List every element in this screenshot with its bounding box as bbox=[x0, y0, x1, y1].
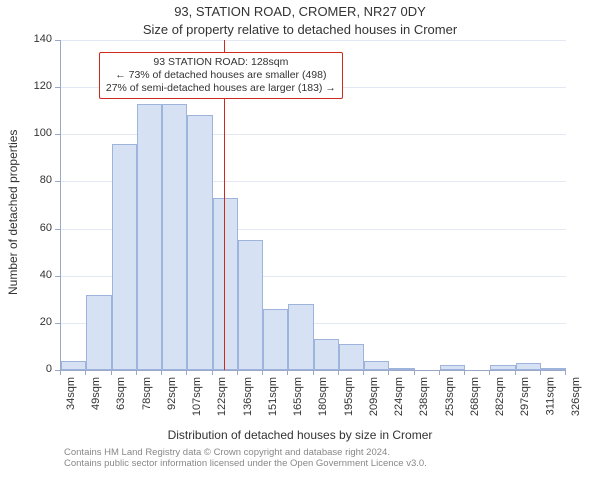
x-tick bbox=[111, 370, 112, 375]
page-title-caption: Size of property relative to detached ho… bbox=[0, 22, 600, 37]
x-tick bbox=[540, 370, 541, 375]
histogram-bar bbox=[86, 295, 111, 370]
histogram-bar bbox=[162, 104, 187, 370]
x-tick bbox=[85, 370, 86, 375]
y-tick-label: 0 bbox=[0, 363, 52, 375]
histogram-bar bbox=[288, 304, 313, 370]
x-axis-label: Distribution of detached houses by size … bbox=[0, 428, 600, 442]
histogram-bar bbox=[61, 361, 86, 370]
gridline bbox=[61, 40, 566, 41]
histogram-bar bbox=[112, 144, 137, 370]
x-tick-label: 282sqm bbox=[494, 377, 506, 416]
x-tick bbox=[262, 370, 263, 375]
x-tick bbox=[464, 370, 465, 375]
x-tick-label: 34sqm bbox=[65, 377, 77, 410]
x-tick bbox=[161, 370, 162, 375]
y-tick-label: 80 bbox=[0, 174, 52, 186]
x-tick-label: 268sqm bbox=[469, 377, 481, 416]
x-tick-label: 122sqm bbox=[217, 377, 229, 416]
x-tick bbox=[363, 370, 364, 375]
x-tick bbox=[515, 370, 516, 375]
x-tick bbox=[136, 370, 137, 375]
y-tick-label: 120 bbox=[0, 80, 52, 92]
x-tick-label: 253sqm bbox=[444, 377, 456, 416]
x-tick-label: 297sqm bbox=[520, 377, 532, 416]
x-tick bbox=[212, 370, 213, 375]
x-tick bbox=[388, 370, 389, 375]
histogram-bar bbox=[490, 365, 515, 370]
x-tick-label: 209sqm bbox=[368, 377, 380, 416]
marker-info-line: 93 STATION ROAD: 128sqm bbox=[106, 56, 336, 69]
x-tick bbox=[237, 370, 238, 375]
x-tick-label: 78sqm bbox=[141, 377, 153, 410]
x-tick bbox=[414, 370, 415, 375]
x-tick-label: 49sqm bbox=[90, 377, 102, 410]
histogram-bar bbox=[440, 365, 465, 370]
y-tick-label: 20 bbox=[0, 316, 52, 328]
x-tick-label: 224sqm bbox=[393, 377, 405, 416]
y-tick-label: 140 bbox=[0, 33, 52, 45]
x-tick bbox=[565, 370, 566, 375]
histogram-bar bbox=[314, 339, 339, 370]
x-tick-label: 136sqm bbox=[242, 377, 254, 416]
x-tick bbox=[338, 370, 339, 375]
histogram-bar bbox=[213, 198, 238, 370]
footer-attribution: Contains HM Land Registry data © Crown c… bbox=[64, 448, 590, 470]
y-tick bbox=[55, 229, 60, 230]
marker-info-line: ← 73% of detached houses are smaller (49… bbox=[106, 69, 336, 82]
histogram-bar bbox=[541, 368, 566, 370]
y-tick bbox=[55, 276, 60, 277]
x-tick bbox=[186, 370, 187, 375]
histogram-bar bbox=[339, 344, 364, 370]
histogram-bar bbox=[516, 363, 541, 370]
x-tick-label: 180sqm bbox=[318, 377, 330, 416]
x-tick-label: 165sqm bbox=[292, 377, 304, 416]
x-tick bbox=[313, 370, 314, 375]
histogram-bar bbox=[364, 361, 389, 370]
x-tick bbox=[60, 370, 61, 375]
x-tick-label: 238sqm bbox=[419, 377, 431, 416]
y-tick bbox=[55, 87, 60, 88]
footer-line-2: Contains public sector information licen… bbox=[64, 459, 590, 470]
chart-plot-area: 93 STATION ROAD: 128sqm← 73% of detached… bbox=[60, 40, 566, 371]
x-tick bbox=[439, 370, 440, 375]
x-tick-label: 151sqm bbox=[267, 377, 279, 416]
marker-info-box: 93 STATION ROAD: 128sqm← 73% of detached… bbox=[99, 52, 343, 99]
histogram-bar bbox=[137, 104, 162, 370]
y-tick bbox=[55, 40, 60, 41]
marker-info-line: 27% of semi-detached houses are larger (… bbox=[106, 82, 336, 95]
page-title-address: 93, STATION ROAD, CROMER, NR27 0DY bbox=[0, 4, 600, 19]
y-tick-label: 60 bbox=[0, 222, 52, 234]
y-tick-label: 100 bbox=[0, 127, 52, 139]
x-tick bbox=[287, 370, 288, 375]
histogram-bar bbox=[389, 368, 414, 370]
x-tick bbox=[489, 370, 490, 375]
histogram-bar bbox=[187, 115, 212, 370]
y-tick bbox=[55, 323, 60, 324]
x-tick-label: 195sqm bbox=[343, 377, 355, 416]
x-tick-label: 107sqm bbox=[191, 377, 203, 416]
x-tick-label: 311sqm bbox=[545, 377, 557, 415]
histogram-bar bbox=[238, 240, 263, 370]
y-tick bbox=[55, 181, 60, 182]
histogram-bar bbox=[263, 309, 288, 370]
y-tick-label: 40 bbox=[0, 269, 52, 281]
x-tick-label: 326sqm bbox=[570, 377, 582, 416]
x-tick-label: 63sqm bbox=[116, 377, 128, 410]
y-tick bbox=[55, 134, 60, 135]
x-tick-label: 92sqm bbox=[166, 377, 178, 410]
